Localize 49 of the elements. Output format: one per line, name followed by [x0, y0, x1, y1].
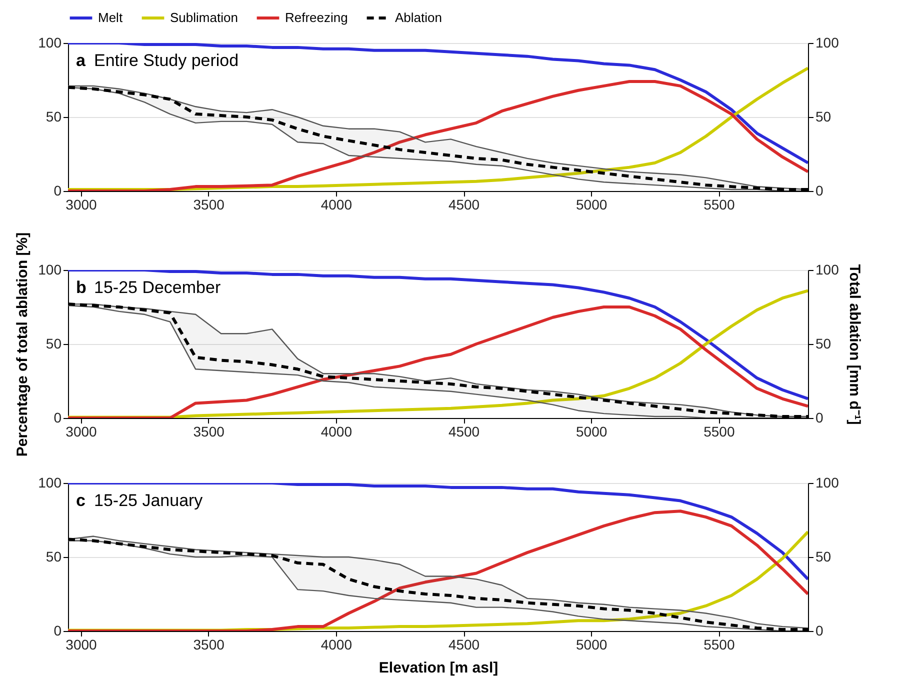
y-tick-label: 0 [54, 410, 62, 426]
x-tick-label: 5000 [576, 196, 608, 212]
y-tick-label: 100 [38, 262, 62, 278]
y2-tick-label: 100 [816, 262, 840, 278]
x-tick-label: 4500 [448, 424, 480, 440]
x-tick-label: 4000 [320, 196, 352, 212]
y2-tick-label: 0 [816, 182, 824, 198]
x-tick-label: 5000 [576, 424, 608, 440]
y2-tick-label: 50 [816, 108, 832, 124]
y-tick-label: 100 [38, 34, 62, 50]
x-tick-label: 4500 [448, 636, 480, 652]
legend-label: Ablation [395, 10, 442, 25]
y2-tick-label: 0 [816, 410, 824, 426]
x-axis-title: Elevation [m asl] [378, 660, 498, 676]
chart-title: c 15-25 January [76, 491, 204, 510]
y2-tick-label: 50 [816, 336, 832, 352]
legend-label: Refreezing [285, 10, 348, 25]
x-tick-label: 3500 [193, 636, 225, 652]
legend-label: Sublimation [170, 10, 238, 25]
y2-tick-label: 50 [816, 548, 832, 564]
x-tick-label: 3000 [66, 196, 98, 212]
y2-tick-label: 100 [816, 34, 840, 50]
chart-title: b 15-25 December [76, 278, 221, 297]
x-tick-label: 5000 [576, 636, 608, 652]
legend-label: Melt [98, 10, 123, 25]
y2-tick-label: 100 [816, 474, 840, 490]
x-tick-label: 3500 [193, 424, 225, 440]
y2-tick-label: 0 [816, 622, 824, 638]
y-tick-label: 0 [54, 182, 62, 198]
line-series [68, 270, 808, 400]
x-tick-label: 5500 [704, 636, 735, 652]
y2-axis-title: Total ablation [mm d⁻¹] [846, 264, 863, 425]
line-series [68, 483, 808, 581]
x-tick-label: 5500 [704, 196, 735, 212]
x-tick-label: 4000 [320, 636, 352, 652]
chart-title: a Entire Study period [76, 51, 239, 70]
y-axis-title: Percentage of total ablation [%] [14, 232, 32, 457]
x-tick-label: 4500 [448, 196, 480, 212]
y-tick-label: 100 [38, 474, 62, 490]
x-tick-label: 5500 [704, 424, 735, 440]
x-tick-label: 3000 [66, 424, 98, 440]
y-tick-label: 50 [46, 108, 62, 124]
x-tick-label: 3500 [193, 196, 225, 212]
y-tick-label: 0 [54, 622, 62, 638]
x-tick-label: 3000 [66, 636, 98, 652]
x-tick-label: 4000 [320, 424, 352, 440]
y-tick-label: 50 [46, 548, 62, 564]
y-tick-label: 50 [46, 336, 62, 352]
line-series [68, 43, 808, 164]
